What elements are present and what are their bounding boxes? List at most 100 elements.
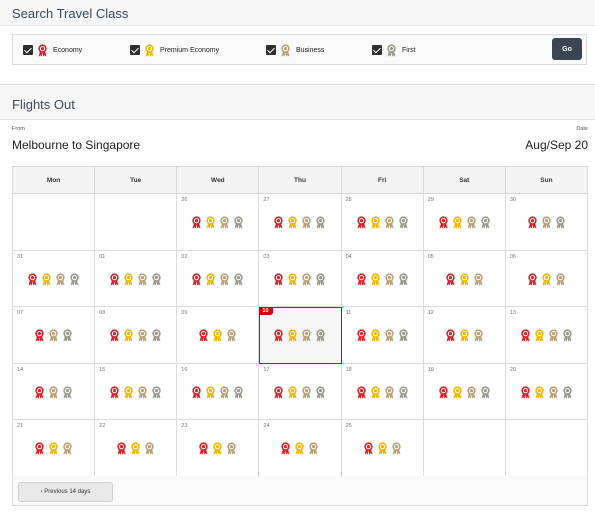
calendar-day-cell[interactable]: 12 <box>423 307 506 364</box>
calendar-day-cell[interactable]: 06 <box>505 250 588 307</box>
calendar-day-cell[interactable]: 26 <box>177 194 260 251</box>
calendar-day-cell[interactable]: 18 <box>341 363 424 420</box>
calendar-day-cell[interactable]: 10 <box>259 307 342 364</box>
class-option-business[interactable]: Business <box>266 43 324 57</box>
day-number: 03 <box>263 253 270 260</box>
calendar-day-cell[interactable]: 16 <box>177 363 260 420</box>
first-checkbox[interactable] <box>372 45 382 55</box>
availability-medals <box>259 385 340 399</box>
calendar-day-cell[interactable]: 03 <box>259 250 342 307</box>
economy-medal-icon <box>520 329 531 342</box>
travel-class-panel: Economy Premium Economy Business First G… <box>12 34 587 65</box>
calendar-day-cell[interactable]: 29 <box>423 194 506 251</box>
availability-medals <box>95 329 176 342</box>
first-medal-icon <box>555 216 566 229</box>
calendar-day-cell[interactable]: 31 <box>13 250 96 307</box>
calendar-week-row: 07 08 09 10 11 12 13 <box>13 307 588 364</box>
day-number: 22 <box>99 423 106 429</box>
go-button[interactable]: Go <box>552 38 582 60</box>
class-option-first[interactable]: First <box>372 43 416 57</box>
availability-medals <box>177 442 258 455</box>
calendar-day-cell[interactable]: 30 <box>505 194 588 251</box>
availability-medals <box>424 272 505 286</box>
economy-medal-icon <box>34 329 45 342</box>
first-medal-icon <box>562 329 573 342</box>
business-medal-icon <box>466 216 477 229</box>
day-number: 14 <box>17 366 24 373</box>
calendar-day-cell[interactable]: 07 <box>13 307 96 364</box>
business-medal-icon <box>62 442 73 455</box>
calendar-day-cell[interactable]: 11 <box>341 307 424 364</box>
day-number: 24 <box>263 423 270 429</box>
calendar-body: 26 27 28 29 30 31 01 02 03 04 05 06 07 08 09 10 11 12 13 14… <box>13 194 588 477</box>
availability-medals <box>95 442 176 455</box>
business-medal-icon <box>137 272 148 286</box>
calendar-day-cell[interactable]: 24 <box>259 420 342 477</box>
from-label: From <box>12 126 25 132</box>
calendar-day-cell[interactable]: 21 <box>13 420 96 477</box>
business-checkbox[interactable] <box>266 45 276 55</box>
calendar-day-cell[interactable]: 19 <box>423 363 506 420</box>
business-medal-icon <box>301 216 312 229</box>
business-medal-icon <box>219 216 230 229</box>
calendar-day-cell[interactable]: 20 <box>505 363 588 420</box>
calendar-day-cell[interactable]: 17 <box>259 363 342 420</box>
day-number: 04 <box>345 253 352 260</box>
availability-medals <box>259 329 340 342</box>
calendar-day-cell[interactable]: 01 <box>95 250 178 307</box>
premium-economy-checkbox[interactable] <box>130 45 140 55</box>
calendar-day-cell[interactable]: 25 <box>341 420 424 477</box>
weekday-header: Mon <box>13 167 96 194</box>
calendar-day-cell[interactable]: 23 <box>177 420 260 477</box>
calendar-day-cell[interactable]: 13 <box>505 307 588 364</box>
day-number: 26 <box>181 197 188 203</box>
economy-medal-icon <box>27 272 38 286</box>
economy-medal-icon <box>198 442 209 455</box>
day-number: 17 <box>263 366 270 373</box>
business-medal-icon <box>137 385 148 399</box>
availability-medals <box>506 385 587 399</box>
calendar-empty-cell <box>423 420 506 477</box>
weekday-header: Tue <box>95 167 178 194</box>
first-medal-icon <box>233 216 244 229</box>
day-number: 05 <box>427 253 434 260</box>
first-medal-icon <box>69 272 80 286</box>
premium-economy-medal-icon <box>212 442 223 455</box>
day-number: 02 <box>181 253 188 260</box>
day-number: 11 <box>345 310 352 316</box>
availability-medals <box>342 329 423 342</box>
calendar-day-cell[interactable]: 02 <box>177 250 260 307</box>
calendar-day-cell[interactable]: 22 <box>95 420 178 477</box>
business-medal-icon <box>219 272 230 286</box>
economy-medal-icon <box>527 272 538 286</box>
class-option-premium-economy[interactable]: Premium Economy <box>130 43 219 57</box>
premium-economy-medal-icon <box>123 272 134 286</box>
calendar-day-cell[interactable]: 27 <box>259 194 342 251</box>
section-title-search-class: Search Travel Class <box>12 6 129 21</box>
business-medal-icon <box>308 442 319 455</box>
day-number: 08 <box>99 310 106 316</box>
calendar-day-cell[interactable]: 05 <box>423 250 506 307</box>
calendar-day-cell[interactable]: 15 <box>95 363 178 420</box>
previous-14-days-button[interactable]: ‹ Previous 14 days <box>18 482 113 502</box>
premium-economy-medal-icon <box>459 272 470 286</box>
availability-medals <box>13 385 94 399</box>
economy-medal-icon <box>109 329 120 342</box>
search-travel-class-header: Search Travel Class <box>0 0 595 26</box>
weekday-header: Wed <box>177 167 260 194</box>
economy-medal-icon <box>356 385 367 399</box>
calendar-day-cell[interactable]: 28 <box>341 194 424 251</box>
day-number: 28 <box>345 197 352 203</box>
availability-medals <box>13 272 94 286</box>
first-medal-icon <box>151 272 162 286</box>
calendar-day-cell[interactable]: 04 <box>341 250 424 307</box>
economy-checkbox[interactable] <box>23 45 33 55</box>
class-option-economy[interactable]: Economy <box>23 43 82 57</box>
premium-economy-medal-icon <box>370 272 381 286</box>
weekday-header: Sat <box>423 167 506 194</box>
first-medal-icon <box>233 272 244 286</box>
calendar-day-cell[interactable]: 14 <box>13 363 96 420</box>
calendar-day-cell[interactable]: 08 <box>95 307 178 364</box>
first-medal-icon <box>315 216 326 229</box>
calendar-day-cell[interactable]: 09 <box>177 307 260 364</box>
